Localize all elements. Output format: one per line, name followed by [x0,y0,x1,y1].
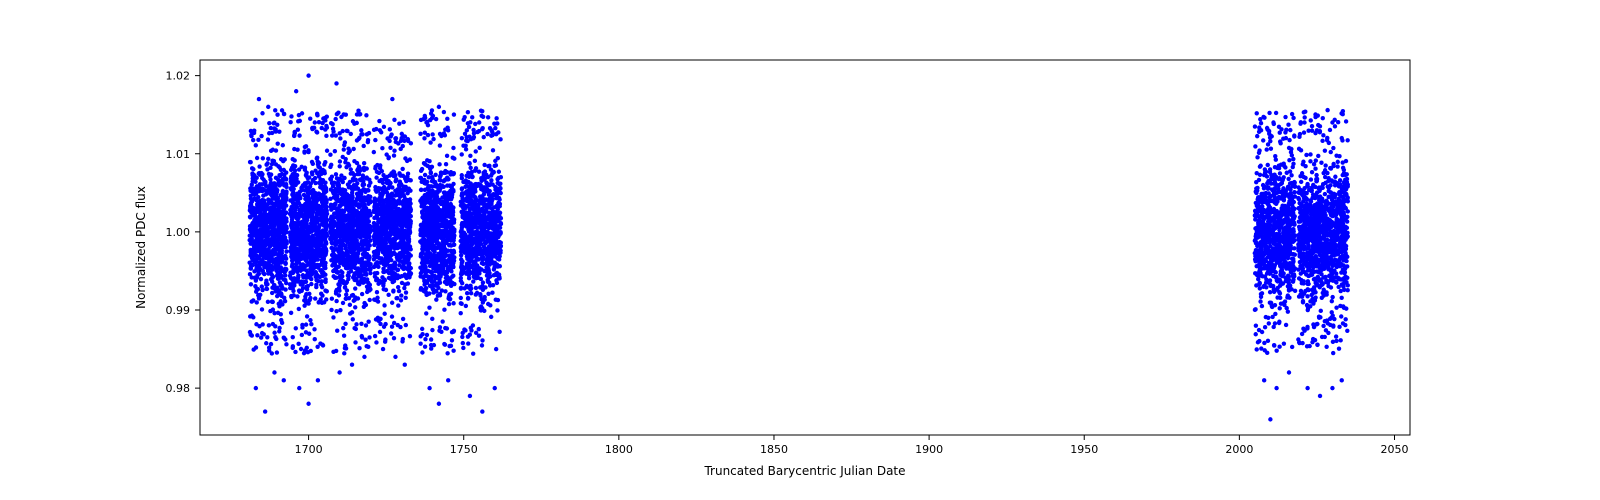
x-tick-label: 1950 [1070,443,1098,456]
x-tick-label: 1900 [915,443,943,456]
y-tick-label: 0.99 [166,304,191,317]
x-tick-label: 2050 [1380,443,1408,456]
x-tick-label: 1800 [605,443,633,456]
y-tick-label: 1.00 [166,226,191,239]
lightcurve-scatter-chart: 1700 1750 1800 1850 1900 1950 2000 2050 0.98 0.99… [0,0,1600,500]
x-tick-label: 1700 [295,443,323,456]
y-tick-label: 1.02 [166,70,191,83]
chart-svg: 1700 1750 1800 1850 1900 1950 2000 2050 0.98 0.99… [0,0,1600,500]
y-tick-label: 0.98 [166,382,191,395]
x-tick-label: 1850 [760,443,788,456]
x-tick-label: 1750 [450,443,478,456]
y-axis-label: Normalized PDC flux [134,186,148,309]
y-tick-label: 1.01 [166,148,191,161]
x-axis-label: Truncated Barycentric Julian Date [703,464,905,478]
x-tick-label: 2000 [1225,443,1253,456]
